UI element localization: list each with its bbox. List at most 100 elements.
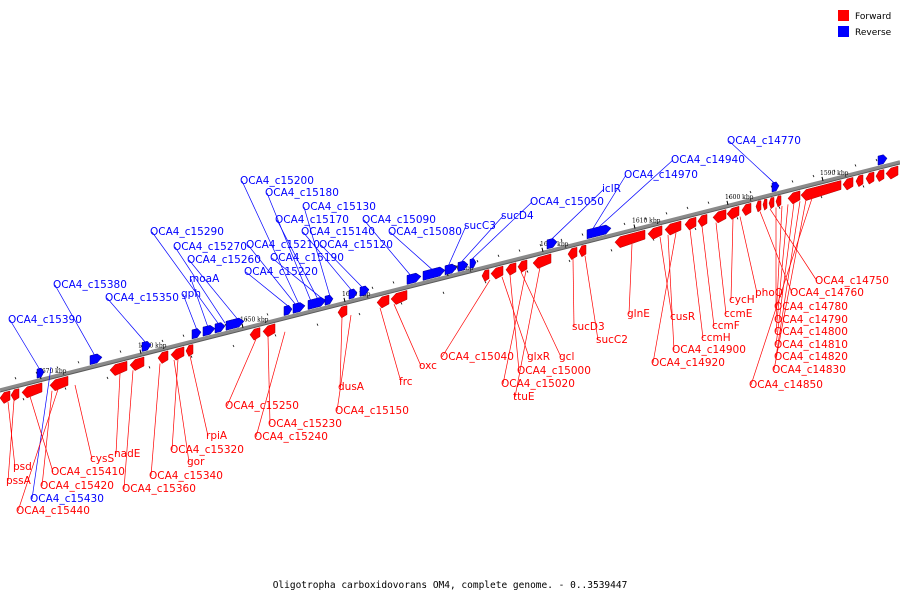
reverse-gene-arrow [348, 288, 358, 300]
gene-label: OCA4_c15420 [40, 480, 114, 492]
leader-line [584, 255, 599, 341]
legend: Forward Reverse [838, 10, 892, 38]
gene-label: OCA4_c15240 [254, 431, 328, 443]
reverse-gene-arrow [191, 328, 202, 340]
reverse-gene-arrow [359, 285, 370, 297]
minor-tick [526, 270, 529, 273]
forward-gene-arrow [49, 375, 69, 392]
minor-tick [400, 302, 403, 305]
forward-gene-arrow [517, 259, 528, 273]
minor-tick [148, 366, 151, 369]
gene-label: sucD4 [501, 210, 534, 222]
leader-line [255, 331, 286, 438]
forward-gene-arrow [109, 360, 128, 376]
leader-line [226, 339, 257, 407]
gene-label: OCA4_c15360 [122, 483, 196, 495]
forward-gene-arrow [697, 214, 708, 228]
leader-line [17, 389, 59, 512]
gene-label: glxR [527, 351, 550, 363]
forward-gene-arrow [0, 390, 11, 404]
legend-forward-swatch [838, 10, 849, 21]
leader-line [115, 373, 121, 455]
gene-label: OCA4_c15090 [362, 214, 436, 226]
gene-label: OCA4_c15050 [530, 196, 604, 208]
legend-reverse-label: Reverse [855, 28, 892, 38]
tick-label: 1640 kbp [342, 291, 371, 298]
forward-gene-arrow [741, 202, 752, 216]
gene-label: OCA4_c14900 [672, 344, 746, 356]
gene-label: OCA4_c14750 [815, 275, 889, 287]
tick-mark [726, 200, 729, 206]
forward-gene-arrow [376, 294, 390, 309]
leader-line [715, 222, 727, 315]
minor-tick [56, 366, 59, 369]
leader-line [106, 297, 147, 344]
forward-gene-arrow [684, 216, 697, 231]
gene-label: OCA4_c15270 [173, 241, 247, 253]
leader-line [775, 201, 801, 358]
reverse-gene-arrow [89, 353, 103, 366]
leader-line [276, 219, 319, 300]
leader-line [29, 396, 54, 473]
leader-line [320, 244, 364, 289]
minor-tick [791, 180, 794, 183]
gene-label: iclR [602, 183, 621, 195]
forward-gene-arrow [505, 262, 517, 276]
gene-label: gph [181, 288, 201, 300]
tick-label: 1670 kbp [38, 368, 67, 375]
reverse-gene-arrow [292, 302, 306, 314]
gene-label: OCA4_c15430 [30, 493, 104, 505]
gene-label: ccmE [724, 308, 752, 320]
tick-label: 1610 kbp [632, 217, 661, 224]
leader-line [775, 204, 789, 333]
minor-tick [686, 206, 689, 210]
reverse-gene-arrow [877, 154, 888, 166]
leader-line [150, 363, 161, 477]
gene-label: OCA4_c15410 [51, 466, 125, 478]
legend-reverse-swatch [838, 26, 849, 37]
minor-tick [812, 174, 815, 178]
tick-label: 1650 kbp [240, 317, 269, 324]
minor-tick [22, 398, 25, 401]
gene-label: OCA4_c15080 [388, 226, 462, 238]
reverse-gene-arrow [422, 266, 446, 281]
leader-line [303, 206, 331, 297]
gene-label: OCA4_c14970 [624, 169, 698, 181]
minor-tick [484, 280, 487, 284]
leader-line [9, 319, 41, 371]
leader-line [41, 390, 53, 487]
minor-tick [266, 313, 269, 316]
leader-line [174, 246, 226, 324]
label-leader-lines [7, 140, 818, 512]
gene-label: OCA4_c14920 [651, 357, 725, 369]
gene-label: rpiA [206, 430, 228, 442]
leader-line [189, 355, 209, 437]
gene-label: OCA4_c15440 [16, 505, 90, 517]
leader-line [441, 279, 491, 358]
forward-gene-arrow [712, 209, 727, 224]
minor-tick [707, 201, 710, 204]
reverse-gene-arrow [771, 181, 780, 193]
leader-line [689, 229, 704, 339]
leader-line [549, 188, 605, 241]
minor-tick [182, 334, 185, 337]
leader-line [393, 304, 422, 367]
gene-label: OCA4_c15000 [517, 365, 591, 377]
gene-label: OCA4_c15250 [225, 400, 299, 412]
gene-label: OCA4_c14790 [774, 314, 848, 326]
gene-label: OCA4_c14760 [790, 287, 864, 299]
leader-line [596, 159, 674, 230]
minor-tick [316, 323, 319, 326]
genome-backbone [0, 160, 900, 392]
minor-tick [232, 344, 235, 348]
minor-tick [778, 206, 781, 209]
forward-gene-arrow [842, 177, 854, 191]
leader-line [182, 293, 198, 331]
leader-line [171, 358, 179, 451]
leader-line [241, 180, 300, 305]
leader-line [363, 219, 412, 277]
gene-label: psd [13, 461, 32, 473]
minor-tick [644, 217, 647, 220]
gene-label: oxc [419, 360, 437, 372]
